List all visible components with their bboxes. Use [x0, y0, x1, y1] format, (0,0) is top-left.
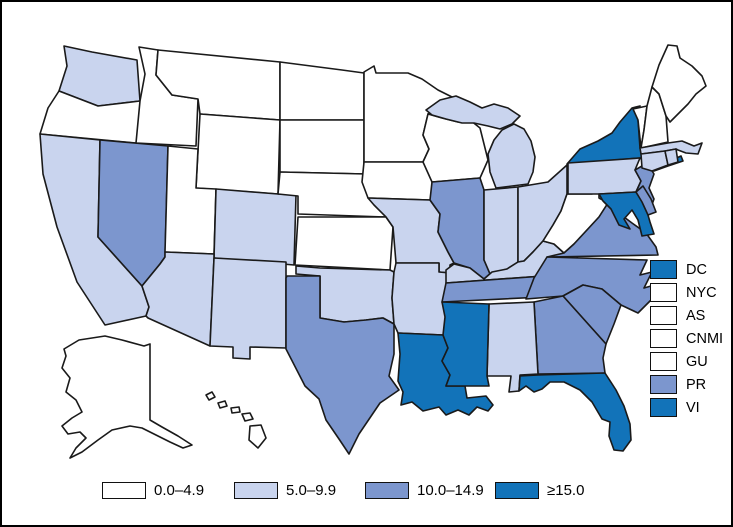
territory-swatch-pr: [650, 375, 677, 394]
state-AZ: [141, 251, 215, 347]
state-KS: [294, 216, 394, 271]
state-AR: [391, 262, 451, 336]
territory-swatch-vi: [650, 398, 677, 417]
rate-swatch-0-4: [102, 482, 146, 499]
territory-legend: DC NYC AS CNMI GU PR VI: [650, 258, 723, 419]
rate-label-10-14: 10.0–14.9: [417, 482, 484, 499]
state-PA: [567, 157, 642, 195]
rate-label-15plus: ≥15.0: [547, 482, 585, 499]
territory-row-cnmi: CNMI: [650, 327, 723, 350]
territory-label-as: AS: [686, 307, 706, 324]
state-DE: [635, 185, 657, 216]
rate-swatch-10-14: [365, 482, 409, 499]
territory-row-pr: PR: [650, 373, 723, 396]
rate-swatch-5-9: [234, 482, 278, 499]
states-group: [39, 44, 707, 459]
territory-label-pr: PR: [686, 376, 707, 393]
territory-swatch-as: [650, 306, 677, 325]
territory-swatch-gu: [650, 352, 677, 371]
state-HI-maui: [241, 412, 254, 422]
state-NM: [209, 257, 287, 360]
state-MS: [441, 301, 490, 387]
territory-label-nyc: NYC: [686, 284, 717, 301]
state-WY: [195, 113, 281, 195]
territory-label-gu: GU: [686, 353, 708, 370]
state-CT: [640, 150, 669, 172]
rate-legend-item-1: 0.0–4.9: [102, 482, 204, 499]
territory-swatch-nyc: [650, 283, 677, 302]
territory-label-cnmi: CNMI: [686, 330, 724, 347]
state-AK: [61, 335, 193, 459]
territory-label-dc: DC: [686, 261, 707, 278]
state-HI-kauai: [205, 391, 216, 401]
rate-legend-item-3: 10.0–14.9: [365, 482, 484, 499]
state-HI-molokai: [230, 406, 241, 414]
territory-row-nyc: NYC: [650, 281, 723, 304]
rate-legend-item-2: 5.0–9.9: [234, 482, 336, 499]
territory-row-as: AS: [650, 304, 723, 327]
state-IN: [483, 186, 519, 275]
territory-row-dc: DC: [650, 258, 723, 281]
rate-label-5-9: 5.0–9.9: [286, 482, 337, 499]
state-FL: [518, 372, 632, 452]
territory-swatch-dc: [650, 260, 677, 279]
state-ND: [279, 61, 365, 121]
state-CO: [213, 188, 297, 266]
state-TX: [285, 275, 400, 455]
state-HI-hawaii: [248, 424, 267, 449]
territory-label-vi: VI: [686, 399, 700, 416]
state-MI-lower: [487, 123, 536, 189]
rate-legend-item-4: ≥15.0: [495, 482, 584, 499]
territory-swatch-cnmi: [650, 329, 677, 348]
rate-label-0-4: 0.0–4.9: [154, 482, 205, 499]
state-RI: [664, 148, 679, 166]
rate-swatch-15plus: [495, 482, 539, 499]
state-MI-upper: [425, 95, 521, 130]
territory-row-vi: VI: [650, 396, 723, 419]
territory-row-gu: GU: [650, 350, 723, 373]
state-ME: [651, 44, 707, 123]
state-HI-oahu: [217, 400, 228, 409]
state-SD: [279, 119, 371, 175]
